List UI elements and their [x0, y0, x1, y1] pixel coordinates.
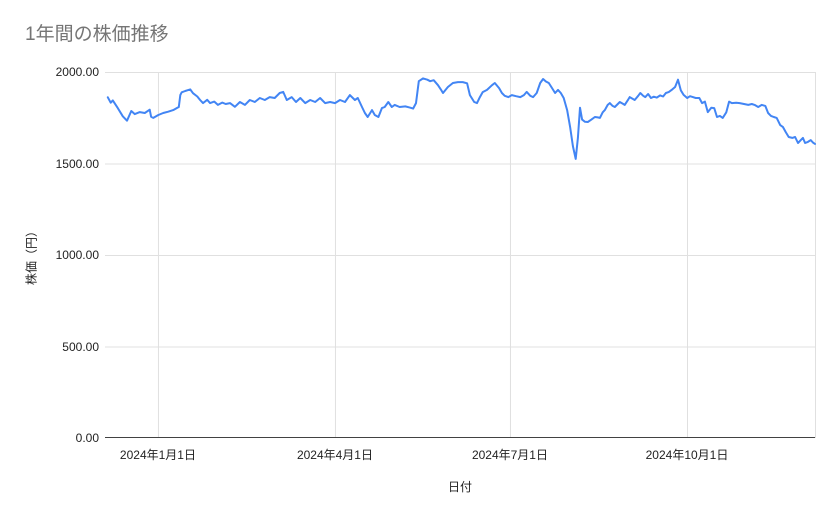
y-tick-label: 2000.00 — [55, 65, 99, 79]
x-axis-title: 日付 — [447, 480, 472, 494]
y-tick-label: 500.00 — [62, 339, 99, 354]
line-chart-plot-area — [105, 72, 816, 438]
y-tick-label: 1500.00 — [55, 156, 99, 171]
x-tick-label: 2024年10月1日 — [645, 448, 729, 462]
y-axis-title: 株価（円） — [24, 224, 39, 286]
x-tick-label: 2024年1月1日 — [119, 448, 196, 462]
price-line-series — [106, 77, 816, 160]
y-tick-label: 1000.00 — [55, 248, 99, 262]
y-tick-label: 0.00 — [75, 431, 99, 445]
x-tick-label: 2024年4月1日 — [296, 448, 373, 462]
x-tick-label: 2024年7月1日 — [471, 448, 548, 462]
chart-title: 1年間の株価推移 — [25, 24, 169, 45]
